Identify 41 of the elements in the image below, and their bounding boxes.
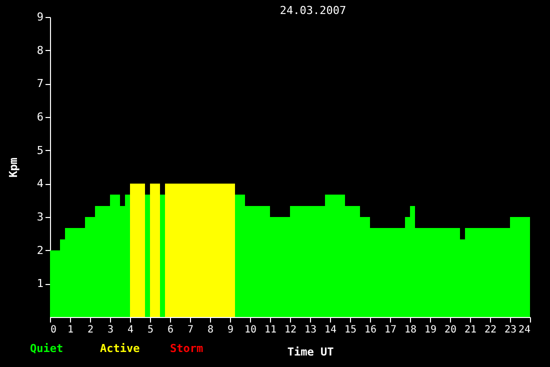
x-tick-label: 14 <box>324 324 337 336</box>
y-axis-title: Kpm <box>6 157 20 178</box>
text: Active <box>100 342 140 355</box>
x-axis-title: Time UT <box>287 346 334 358</box>
y-tick-label: 7 <box>36 77 44 90</box>
x-tick-label: 23 <box>504 324 517 336</box>
y-tick-label: 5 <box>36 144 44 157</box>
y-tick-label: 6 <box>36 110 44 124</box>
y-tick-label: 8 <box>36 44 44 57</box>
x-tick-label: 3 <box>107 324 114 336</box>
x-tick-label: 11 <box>264 324 277 336</box>
x-tick-label: 21 <box>464 324 477 336</box>
x-tick-label: 8 <box>207 324 214 336</box>
x-tick-label: 9 <box>227 324 234 336</box>
x-tick-label: 7 <box>187 324 194 336</box>
y-tick-label: 3 <box>36 210 44 224</box>
x-tick-label: 19 <box>424 324 437 336</box>
x-tick-label: 18 <box>404 324 417 336</box>
y-tick-label: 4 <box>36 177 44 190</box>
x-tick-label: 20 <box>444 324 457 336</box>
y-tick-label: 9 <box>36 10 44 24</box>
bar <box>130 184 145 317</box>
legend-label: Storm <box>170 342 204 355</box>
x-tick-label: 15 <box>344 324 357 336</box>
x-tick-label: 22 <box>484 324 497 336</box>
x-tick-label: 16 <box>364 324 377 336</box>
y-tick-label: 1 <box>36 277 44 290</box>
x-tick-label: 2 <box>87 324 94 336</box>
x-tick-label: 1 <box>67 324 74 336</box>
x-tick-label: 17 <box>384 324 397 336</box>
x-tick-label: 10 <box>244 324 257 336</box>
text: Quiet <box>30 342 64 355</box>
x-tick-label: 12 <box>284 324 297 336</box>
x-tick-label: 13 <box>304 324 317 336</box>
x-tick-label: 5 <box>147 324 154 336</box>
chart-title: 24.03.2007 <box>280 4 346 17</box>
x-tick-label: 6 <box>167 324 174 336</box>
x-tick-label: 24 <box>518 324 530 336</box>
x-tick-label: 4 <box>127 324 134 336</box>
y-tick-label: 2 <box>36 244 44 257</box>
x-tick-label: 0 <box>50 324 57 336</box>
